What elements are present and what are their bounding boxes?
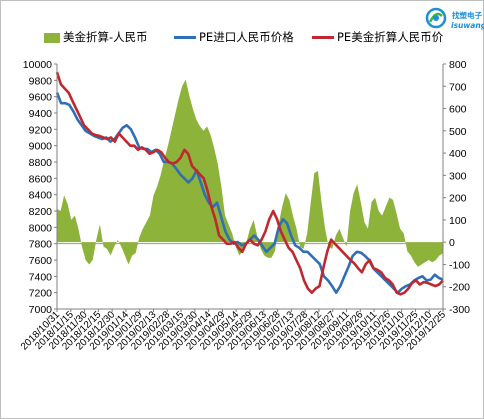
series-line-converted-price <box>55 71 444 296</box>
right-axis-tick-label: 700 <box>449 81 467 93</box>
left-axis-tick-label: 8000 <box>29 222 53 234</box>
left-axis-tick-label: 8400 <box>29 190 53 202</box>
legend-swatch-import <box>174 36 196 39</box>
right-axis-tick-label: 200 <box>449 193 467 205</box>
left-axis-tick-label: 7200 <box>29 288 53 300</box>
right-axis-tick-label: 400 <box>449 148 467 160</box>
logo-cn-text: 找塑电子 <box>452 11 482 20</box>
legend-item-converted: PE美金折算人民币价 <box>312 29 443 45</box>
right-axis-tick-label: 600 <box>449 104 467 116</box>
legend-item-area: 美金折算-人民币 <box>44 29 148 45</box>
legend-label-import: PE进口人民币价格 <box>199 30 294 44</box>
left-axis-tick-label: 7600 <box>29 255 53 267</box>
left-axis-tick-label: 7800 <box>29 239 53 251</box>
left-axis-tick-label: 9000 <box>29 141 53 153</box>
right-axis-tick-label: -300 <box>449 304 470 316</box>
left-axis-tick-label: 8600 <box>29 173 53 185</box>
legend-label-converted: PE美金折算人民币价 <box>337 30 444 44</box>
left-axis-tick-label: 10000 <box>23 59 52 71</box>
right-axis-tick-label: 100 <box>449 215 467 227</box>
left-axis-tick-label: 9200 <box>29 124 53 136</box>
legend-swatch-area <box>44 32 60 43</box>
right-axis-tick-label: -100 <box>449 259 470 271</box>
logo-en-text: isuwang <box>451 21 484 30</box>
right-axis-tick-label: 0 <box>449 237 455 249</box>
right-axis-tick-label: 300 <box>449 170 467 182</box>
left-axis-tick-label: 8800 <box>29 157 53 169</box>
series-area-usd-rmb-diff <box>57 79 443 267</box>
left-axis-tick-label: 9800 <box>29 75 53 87</box>
series-line-import-price <box>55 92 444 295</box>
right-axis-tick-label: 800 <box>449 59 467 71</box>
legend-swatch-converted <box>312 36 334 39</box>
legend-item-import: PE进口人民币价格 <box>174 29 294 45</box>
left-axis-tick-label: 7400 <box>29 271 53 283</box>
left-axis-tick-label: 9400 <box>29 108 53 120</box>
right-axis-tick-label: -200 <box>449 282 470 294</box>
left-axis-tick-label: 7000 <box>29 304 53 316</box>
logo-swirl-icon <box>425 7 447 29</box>
left-axis-tick-label: 9600 <box>29 92 53 104</box>
left-axis-tick-label: 8200 <box>29 206 53 218</box>
legend-label-area: 美金折算-人民币 <box>63 30 148 44</box>
company-logo <box>424 6 482 34</box>
right-axis-tick-label: 500 <box>449 126 467 138</box>
